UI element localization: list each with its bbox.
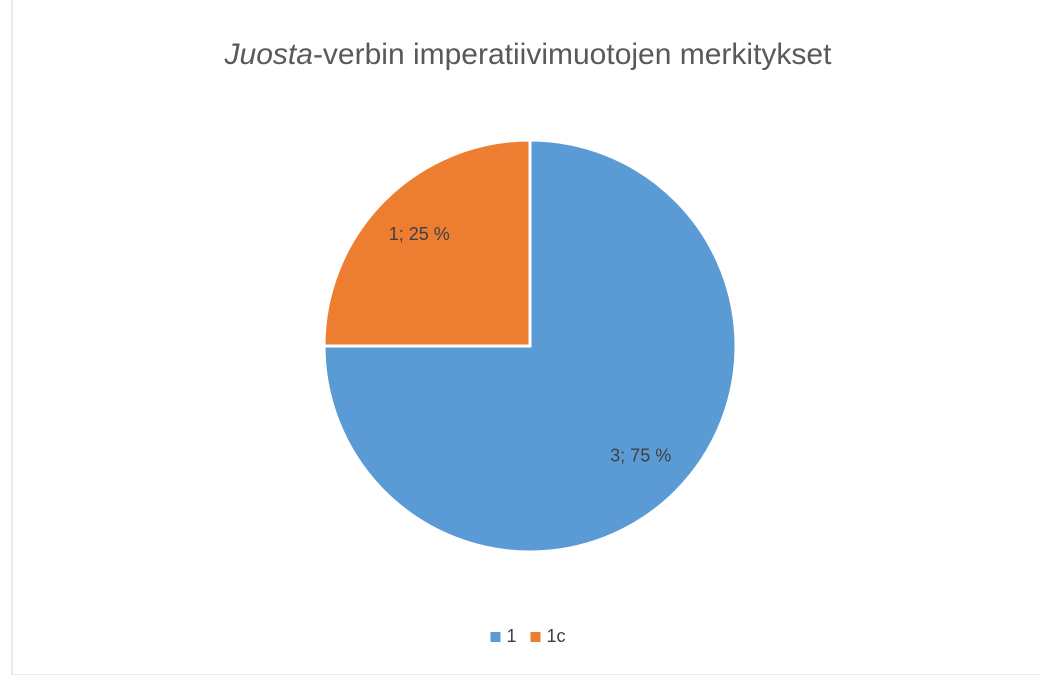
pie-slice <box>322 138 738 554</box>
chart-title: Juosta-verbin imperatiivimuotojen merkit… <box>224 38 833 71</box>
legend-swatch <box>490 632 501 642</box>
data-label: 1; 25 % <box>389 224 450 244</box>
pie-slice <box>322 138 532 348</box>
chart-title-rest: -verbin imperatiivimuotojen merkitykset <box>313 38 832 71</box>
legend-label: 1 <box>506 626 516 646</box>
legend-swatch <box>530 632 541 642</box>
data-label: 3; 75 % <box>610 445 671 465</box>
chart-title-italic: Juosta <box>224 38 313 71</box>
legend-label: 1c <box>547 626 566 646</box>
